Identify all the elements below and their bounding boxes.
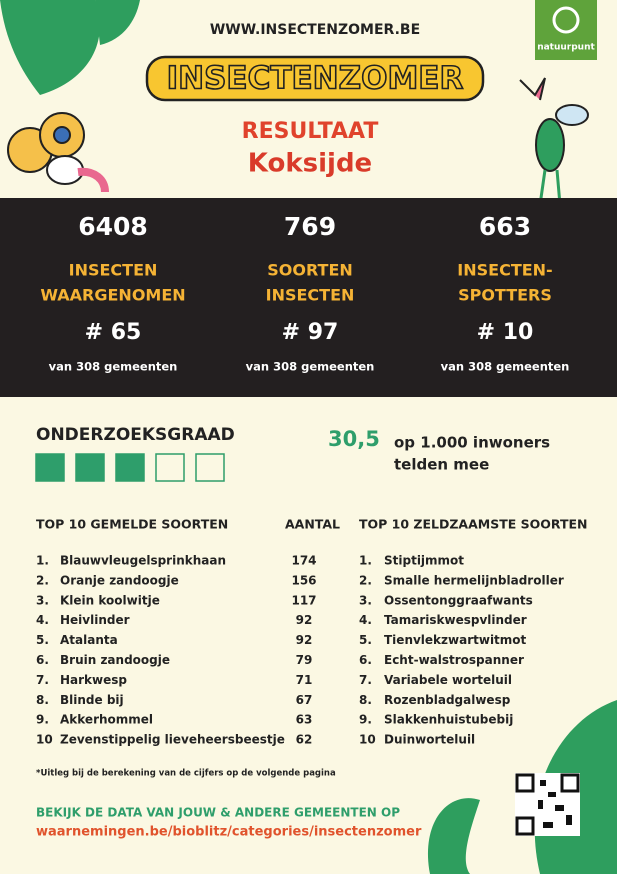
table-header: AANTAL — [285, 517, 340, 532]
species-name: Zevenstippelig lieveheersbeestje — [60, 733, 285, 747]
rank: 5. — [359, 633, 372, 647]
stat-rank: # 97 — [282, 320, 339, 345]
species-name: Tienvlekzwartwitmot — [384, 633, 527, 647]
rank: 9. — [36, 713, 49, 727]
research-unit: op 1.000 inwoners — [394, 434, 550, 452]
species-name: Harkwesp — [60, 673, 127, 687]
result-title: RESULTAAT — [242, 119, 379, 144]
species-name: Tamariskwespvlinder — [384, 613, 527, 627]
stat-value: 663 — [479, 212, 531, 241]
research-score: 30,5 — [328, 427, 380, 451]
species-count: 67 — [296, 693, 313, 707]
partner-logo-icon — [552, 6, 580, 34]
call-to-action: BEKIJK DE DATA VAN JOUW & ANDERE GEMEENT… — [36, 806, 400, 820]
partner-logo — [535, 0, 597, 60]
stat-rank: # 65 — [85, 320, 142, 345]
research-unit: telden mee — [394, 456, 489, 474]
insect-left — [7, 112, 109, 193]
stat-note: van 308 gemeenten — [49, 360, 178, 374]
stat-label: SOORTEN — [267, 261, 353, 280]
municipality: Koksijde — [248, 149, 372, 179]
species-name: Stiptijmmot — [384, 554, 464, 568]
rank: 2. — [359, 573, 372, 587]
level-box — [115, 453, 145, 482]
logo-badge — [145, 55, 485, 102]
stat-label: INSECTEN- — [457, 261, 552, 280]
stat-label: SPOTTERS — [458, 286, 552, 305]
species-count: 92 — [296, 633, 313, 647]
rank: 4. — [359, 613, 372, 627]
stat-value: 6408 — [78, 212, 148, 241]
rank: 6. — [36, 653, 49, 667]
table-header: TOP 10 ZELDZAAMSTE SOORTEN — [359, 517, 587, 532]
rank: 7. — [359, 673, 372, 687]
species-count: 79 — [296, 653, 313, 667]
rank: 9. — [359, 713, 372, 727]
species-name: Oranje zandoogje — [60, 573, 179, 587]
species-count: 174 — [291, 554, 316, 568]
rank: 3. — [36, 593, 49, 607]
stat-value: 769 — [284, 212, 336, 241]
rank: 1. — [36, 554, 49, 568]
species-name: Klein koolwitje — [60, 593, 160, 607]
stat-label: INSECTEN — [266, 286, 355, 305]
species-count: 92 — [296, 613, 313, 627]
qr-code — [515, 773, 580, 836]
leaf — [0, 0, 100, 95]
species-count: 63 — [296, 713, 313, 727]
logo-text: INSECTENZOMER — [167, 61, 464, 97]
stat-note: van 308 gemeenten — [441, 360, 570, 374]
species-count: 117 — [291, 593, 316, 607]
rank: 8. — [36, 693, 49, 707]
data-link: waarnemingen.be/bioblitz/categories/inse… — [36, 825, 422, 840]
rank: 4. — [36, 613, 49, 627]
partner-name: natuurpunt — [537, 43, 595, 53]
rank: 7. — [36, 673, 49, 687]
species-name: Atalanta — [60, 633, 118, 647]
species-count: 156 — [291, 573, 316, 587]
species-count: 71 — [296, 673, 313, 687]
leaf — [95, 0, 140, 45]
level-box — [195, 453, 225, 482]
species-name: Blinde bij — [60, 693, 124, 707]
species-count: 62 — [296, 733, 313, 747]
rank: 6. — [359, 653, 372, 667]
rank: 3. — [359, 593, 372, 607]
species-name: Echt-walstrospanner — [384, 653, 524, 667]
species-name: Duinworteluil — [384, 733, 475, 747]
footnote: *Uitleg bij de berekening van de cijfers… — [36, 769, 336, 779]
stat-label: WAARGENOMEN — [40, 286, 185, 305]
species-name: Smalle hermelijnbladroller — [384, 573, 564, 587]
species-name: Blauwvleugelsprinkhaan — [60, 554, 226, 568]
level-box — [155, 453, 185, 482]
rank: 10 — [36, 733, 53, 747]
species-name: Akkerhommel — [60, 713, 153, 727]
species-name: Bruin zandoogje — [60, 653, 170, 667]
stat-label: INSECTEN — [69, 261, 158, 280]
table-header: TOP 10 GEMELDE SOORTEN — [36, 517, 228, 532]
stat-note: van 308 gemeenten — [246, 360, 375, 374]
species-name: Variabele worteluil — [384, 673, 512, 687]
species-name: Heivlinder — [60, 613, 130, 627]
species-name: Rozenbladgalwesp — [384, 693, 511, 707]
level-box — [35, 453, 65, 482]
rank: 8. — [359, 693, 372, 707]
research-title: ONDERZOEKSGRAAD — [36, 425, 235, 445]
species-name: Slakkenhuistubebij — [384, 713, 513, 727]
stats-band — [0, 198, 617, 397]
rank: 5. — [36, 633, 49, 647]
leaf — [428, 798, 480, 874]
rank: 1. — [359, 554, 372, 568]
species-name: Ossentonggraafwants — [384, 593, 533, 607]
stat-rank: # 10 — [477, 320, 534, 345]
website-url: WWW.INSECTENZOMER.BE — [210, 22, 420, 38]
rank: 2. — [36, 573, 49, 587]
rank: 10 — [359, 733, 376, 747]
insect-right — [519, 77, 589, 206]
level-box — [75, 453, 105, 482]
